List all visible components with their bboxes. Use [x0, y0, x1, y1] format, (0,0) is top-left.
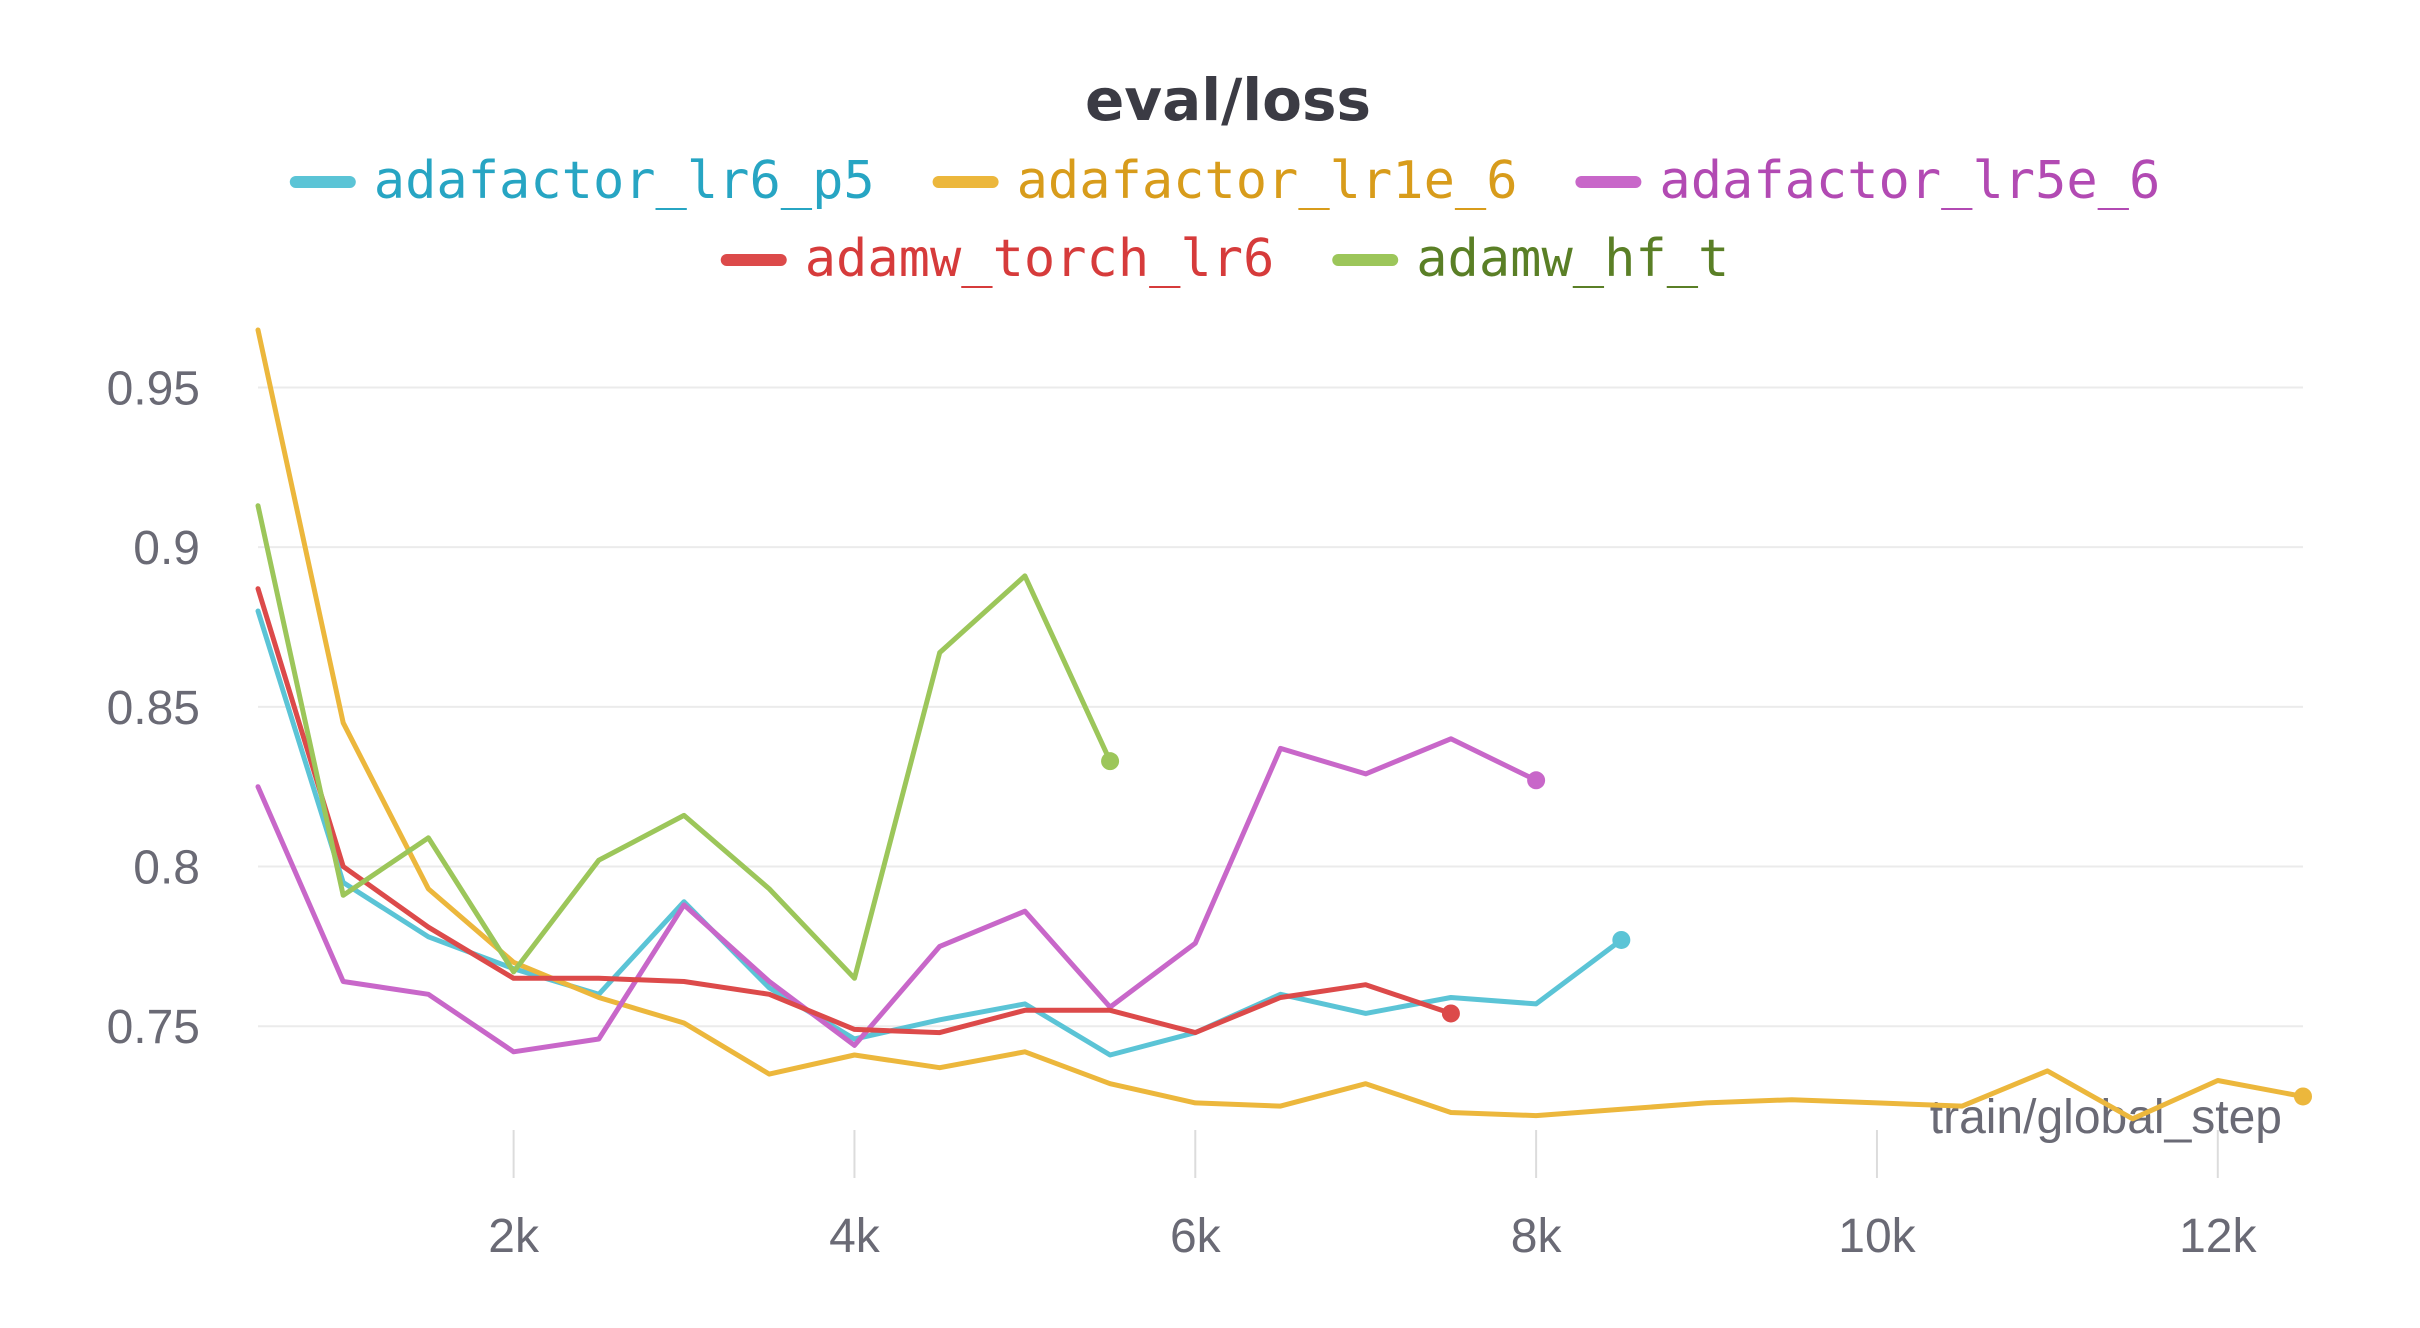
y-tick-label: 0.9 [133, 522, 200, 575]
series-line [255, 608, 1624, 1058]
x-tick-label: 6k [1170, 1210, 1222, 1263]
series-end-point [1612, 930, 1631, 949]
series-line [255, 736, 1539, 1055]
y-tick-label: 0.95 [107, 362, 200, 415]
x-tick-label: 12k [2179, 1210, 2257, 1263]
legend-label: adafactor_lr1e_6 [1017, 151, 1518, 211]
x-axis-title: train/global_step [1930, 1091, 2282, 1144]
series-end-point [1527, 771, 1546, 790]
legend: adafactor_lr6_p5 adafactor_lr1e_6 adafacto… [289, 151, 2160, 289]
x-tick-label: 2k [488, 1210, 540, 1263]
series-end-point [1441, 1004, 1460, 1023]
legend-label: adafactor_lr5e_6 [1659, 151, 2160, 211]
y-tick-label: 0.75 [107, 1001, 200, 1054]
y-axis: 0.75 0.8 0.85 0.9 0.95 [107, 362, 200, 1054]
x-tick-label: 8k [1511, 1210, 1563, 1263]
grid [258, 386, 2303, 1028]
legend-label: adamw_hf_t [1416, 229, 1729, 289]
legend-label: adamw_torch_lr6 [805, 229, 1275, 289]
x-axis: 2k 4k 6k 8k 10k 12k [488, 1130, 2257, 1263]
legend-label: adafactor_lr6_p5 [374, 151, 875, 211]
series-line [255, 327, 2306, 1122]
x-tick-label: 4k [829, 1210, 881, 1263]
chart-title: eval/loss [1085, 66, 1371, 134]
plot-area [255, 327, 2312, 1122]
y-tick-label: 0.8 [133, 842, 200, 895]
series-line [255, 503, 1113, 981]
y-tick-label: 0.85 [107, 682, 200, 735]
series-end-point [1101, 752, 1120, 771]
series-end-point [2294, 1087, 2312, 1106]
x-tick-label: 10k [1838, 1210, 1916, 1263]
series-line [255, 586, 1454, 1036]
